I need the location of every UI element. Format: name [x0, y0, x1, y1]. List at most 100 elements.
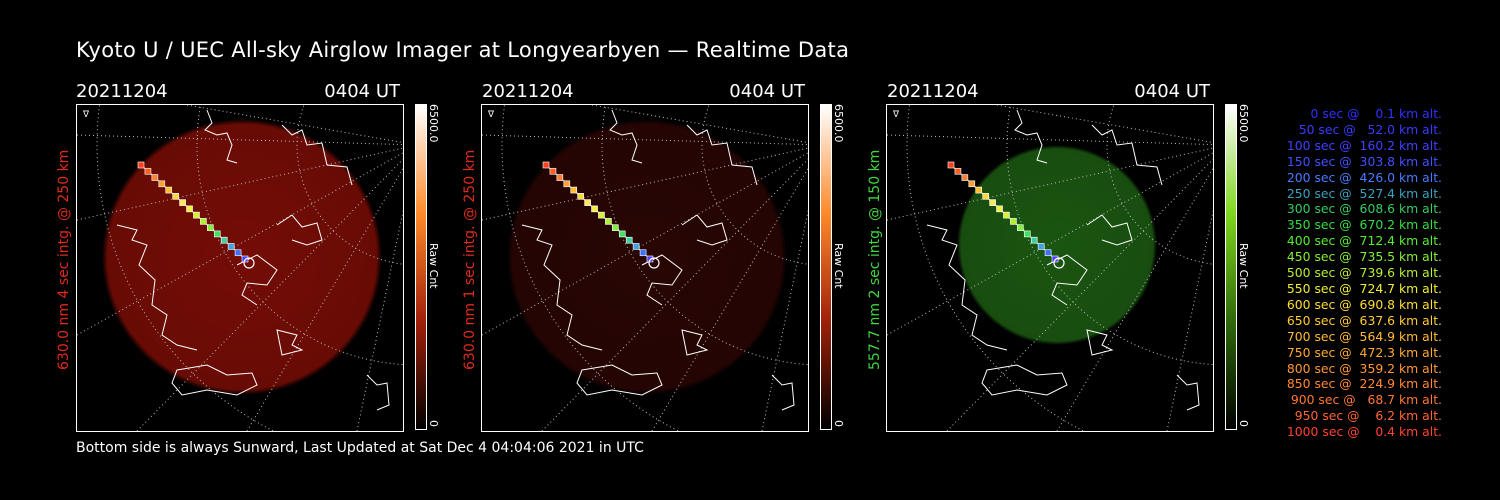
- longitude-line: [761, 209, 808, 431]
- panel-2-colorbar-min: 0: [832, 420, 845, 427]
- coastline: [576, 364, 663, 396]
- station-marker: [648, 257, 660, 269]
- trajectory-point: [165, 186, 173, 194]
- trajectory-point: [1030, 236, 1038, 244]
- trajectory-point: [1044, 249, 1052, 257]
- latitude-circle: [906, 105, 1085, 431]
- trajectory-point: [646, 255, 654, 263]
- legend-entry: 350 sec @ 670.2 km alt.: [1282, 217, 1442, 233]
- legend-entry: 400 sec @ 712.4 km alt.: [1282, 233, 1442, 249]
- panel-1-colorbar-max: 6500.0: [427, 104, 440, 143]
- panel-1-colorbar-unit: Raw Cnt: [427, 243, 440, 289]
- panel-3-date: 20211204: [887, 81, 979, 102]
- panel-1-time: 0404 UT: [324, 81, 400, 102]
- longitude-line: [77, 152, 403, 336]
- panel-3-image: ∇: [886, 104, 1214, 432]
- footer-status: Bottom side is always Sunward, Last Upda…: [76, 440, 644, 456]
- trajectory-line: [950, 164, 1056, 260]
- panel-1-colorbar-min: 0: [427, 420, 440, 427]
- trajectory-point: [570, 186, 578, 194]
- trajectory-point: [234, 249, 242, 257]
- north-marker: ∇: [892, 110, 900, 120]
- legend-entry: 800 sec @ 359.2 km alt.: [1282, 360, 1442, 376]
- panel-1-date: 20211204: [76, 81, 168, 102]
- coastline: [116, 224, 198, 351]
- trajectory-point: [1037, 243, 1045, 250]
- coastline: [1086, 214, 1133, 246]
- trajectory-point: [227, 243, 235, 250]
- latitude-circle: [701, 105, 808, 265]
- coastline: [686, 124, 758, 186]
- coastline: [281, 124, 353, 186]
- panel-3-colorbar: [1225, 104, 1237, 430]
- coastline: [641, 254, 683, 306]
- coastline: [521, 224, 603, 351]
- trajectory-point: [556, 174, 564, 181]
- trajectory-point: [542, 161, 550, 169]
- north-marker: ∇: [487, 110, 495, 120]
- longitude-line: [887, 134, 1213, 146]
- coastline: [204, 109, 238, 164]
- legend-entry: 450 sec @ 735.5 km alt.: [1282, 249, 1442, 265]
- panel-1-image: ∇: [76, 104, 404, 432]
- coastline: [171, 364, 258, 396]
- legend-entry: 0 sec @ 0.1 km alt.: [1298, 106, 1442, 121]
- panel-2-ylabel: 630.0 nm 1 sec intg. @ 250 km: [462, 149, 478, 370]
- panel-3-ylabel: 557.7 nm 2 sec intg. @ 150 km: [867, 149, 883, 370]
- coastline: [1046, 254, 1088, 306]
- coastline: [236, 254, 278, 306]
- panel-2-time: 0404 UT: [729, 81, 805, 102]
- panel-3-colorbar-unit: Raw Cnt: [1237, 243, 1250, 289]
- trajectory-line: [140, 164, 246, 260]
- trajectory-point: [968, 180, 976, 188]
- panel-1-colorbar: [415, 104, 427, 430]
- coastline: [276, 214, 323, 246]
- trajectory-point: [137, 161, 145, 169]
- legend-entry: 200 sec @ 426.0 km alt.: [1282, 169, 1442, 185]
- trajectory-point: [144, 167, 152, 175]
- trajectory-point: [591, 205, 598, 213]
- latitude-circle: [501, 105, 680, 431]
- longitude-line: [356, 209, 403, 431]
- legend-entry: 100 sec @ 160.2 km alt.: [1282, 137, 1442, 153]
- panel-3-colorbar-max: 6500.0: [1237, 104, 1250, 143]
- trajectory-line: [545, 164, 651, 260]
- trajectory-point: [1017, 224, 1024, 231]
- legend-entry: 850 sec @ 224.9 km alt.: [1282, 376, 1442, 392]
- trajectory-point: [186, 205, 193, 213]
- trajectory-point: [213, 230, 221, 238]
- panel-3-colorbar-min: 0: [1237, 420, 1250, 427]
- latitude-circle: [96, 105, 275, 431]
- coastline: [1014, 109, 1048, 164]
- trajectory-point: [954, 167, 962, 175]
- trajectory-point: [220, 236, 228, 244]
- trajectory-point: [151, 174, 159, 181]
- trajectory-point: [577, 193, 584, 200]
- trajectory-point: [625, 236, 633, 244]
- longitude-line: [946, 158, 1213, 431]
- trajectory-point: [947, 161, 955, 169]
- trajectory-point: [598, 211, 605, 219]
- legend-entry: 700 sec @ 564.9 km alt.: [1282, 328, 1442, 344]
- trajectory-point: [179, 199, 186, 206]
- legend-entry: 550 sec @ 724.7 km alt.: [1282, 280, 1442, 296]
- trajectory-point: [207, 224, 214, 231]
- north-marker: ∇: [82, 110, 90, 120]
- trajectory-point: [989, 199, 996, 206]
- legend-entry: 650 sec @ 637.6 km alt.: [1282, 312, 1442, 328]
- latitude-circle: [1106, 105, 1213, 265]
- legend-entry: 1000 sec @ 0.4 km alt.: [1286, 424, 1442, 440]
- trajectory-point: [1051, 255, 1059, 263]
- panel-2-colorbar: [820, 104, 832, 430]
- panel-1-ylabel: 630.0 nm 4 sec intg. @ 250 km: [56, 149, 72, 370]
- trajectory-point: [1010, 218, 1017, 225]
- longitude-line: [136, 158, 403, 431]
- coastline: [366, 374, 390, 411]
- longitude-line: [77, 134, 403, 146]
- coastline: [609, 109, 643, 164]
- legend-entry: 250 sec @ 527.4 km alt.: [1282, 185, 1442, 201]
- panel-2-colorbar-max: 6500.0: [832, 104, 845, 143]
- coastline: [681, 214, 728, 246]
- trajectory-point: [639, 249, 647, 257]
- trajectory-point: [200, 218, 207, 225]
